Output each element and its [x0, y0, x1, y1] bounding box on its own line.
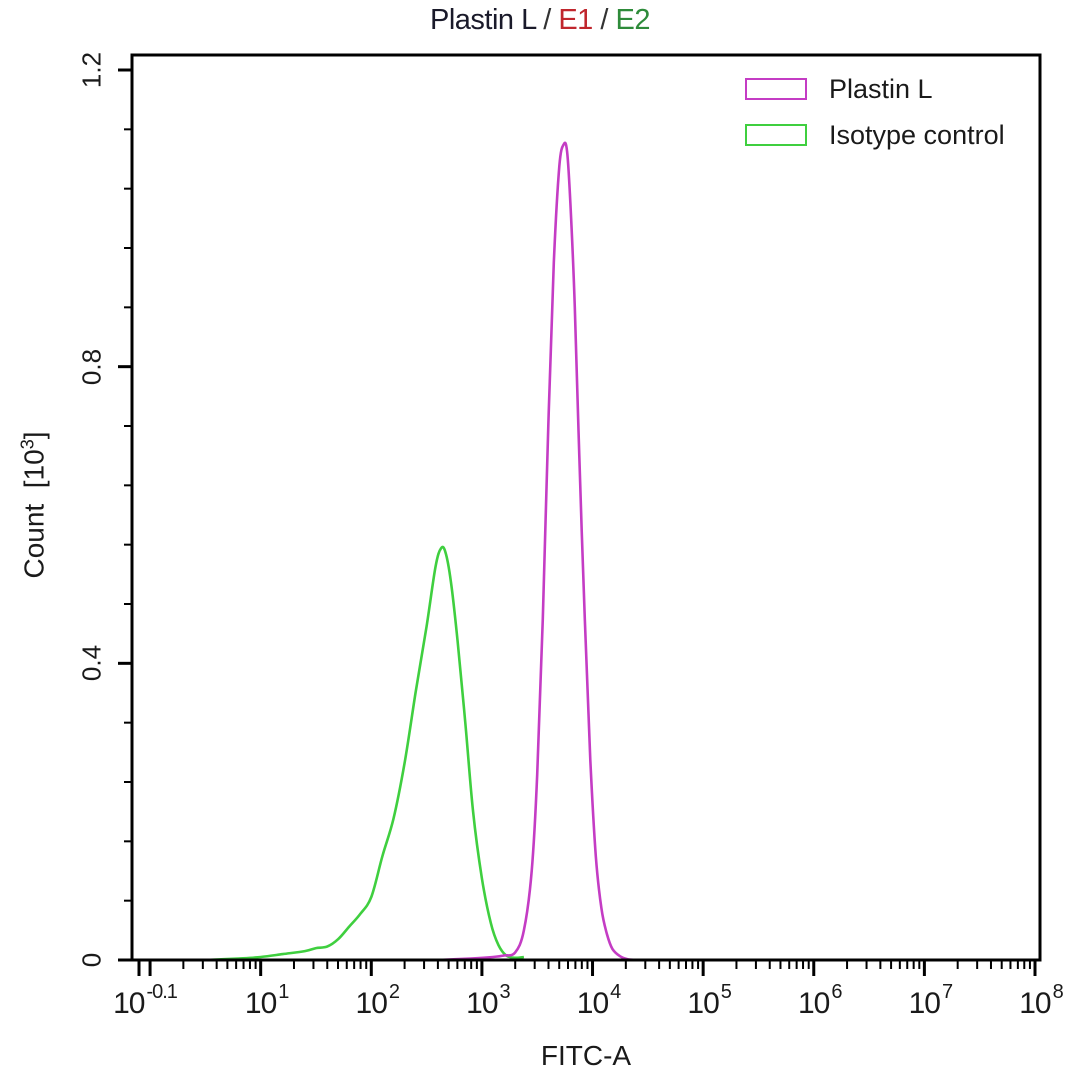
x-tick-label: 10 -0.1	[113, 981, 178, 1020]
plot-frame	[130, 53, 1042, 962]
legend-swatch-isotype-control	[745, 124, 807, 146]
y-tick-label: 0	[76, 952, 107, 968]
title-separator: /	[535, 4, 559, 36]
x-tick-label: 10 6	[798, 981, 843, 1020]
legend-item-plastin-l: Plastin L	[745, 66, 1005, 112]
y-tick-label: 0.4	[76, 645, 107, 682]
y-axis-label: Count [103]	[17, 431, 50, 579]
x-tick-label: 10 3	[466, 981, 511, 1020]
legend-swatch-plastin-l	[745, 78, 807, 100]
legend: Plastin L Isotype control	[745, 66, 1005, 158]
axis-ticks	[118, 68, 1037, 976]
chart-title: Plastin L / E1 / E2	[0, 4, 1080, 37]
title-separator: /	[592, 4, 616, 36]
legend-label: Plastin L	[829, 73, 933, 104]
x-axis-label: FITC-A	[540, 1040, 632, 1071]
x-tick-label: 10 2	[355, 981, 401, 1020]
x-tick-label: 10 7	[908, 981, 954, 1020]
title-part-antigen: Plastin L	[430, 4, 536, 36]
histogram-curve-plastin-l	[437, 141, 648, 962]
legend-label: Isotype control	[829, 119, 1005, 150]
histogram-curves	[205, 141, 648, 962]
x-tick-label: 10 4	[576, 981, 622, 1020]
x-tick-label: 10 8	[1019, 981, 1064, 1020]
title-part-e2: E2	[615, 4, 651, 36]
y-axis-unit-base: 10	[18, 449, 50, 481]
x-tick-label: 10 1	[244, 981, 290, 1020]
legend-item-isotype-control: Isotype control	[745, 112, 1005, 158]
x-tick-label: 10 5	[687, 981, 732, 1020]
y-tick-label: 0.8	[76, 348, 107, 385]
y-axis-label-text: Count	[18, 503, 50, 579]
title-part-e1: E1	[558, 4, 593, 36]
histogram-curve-isotype-control	[205, 545, 525, 962]
y-tick-label: 1.2	[76, 51, 107, 89]
y-axis-unit-exp: 3	[17, 439, 38, 450]
